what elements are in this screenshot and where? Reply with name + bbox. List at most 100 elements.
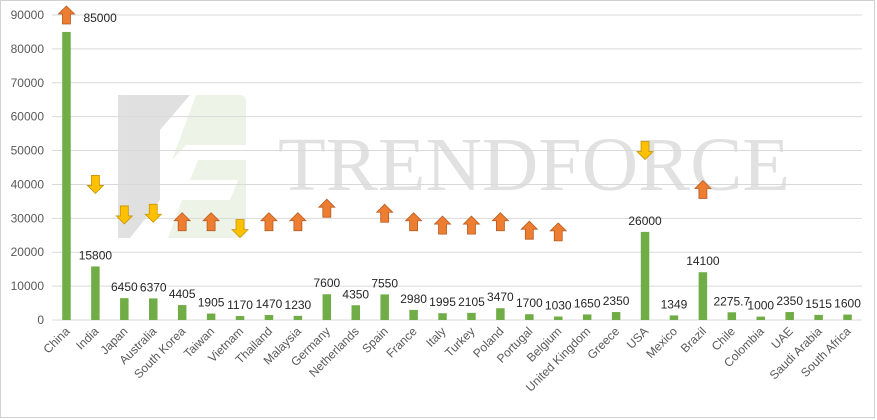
- down-arrow-icon: [86, 175, 105, 195]
- bar: [698, 272, 708, 320]
- up-arrow-icon: [433, 215, 452, 235]
- y-tick-label: 60000: [11, 110, 45, 124]
- bar: [438, 313, 447, 320]
- up-arrow-icon: [288, 212, 307, 232]
- bar: [727, 312, 737, 320]
- bar: [582, 314, 592, 320]
- watermark-text: TRENDFORCE: [278, 123, 790, 207]
- data-label: 4350: [342, 287, 369, 301]
- y-tick-label: 0: [37, 313, 44, 327]
- bar: [293, 315, 303, 320]
- data-label: 1470: [256, 297, 283, 311]
- data-label: 2275.7: [713, 294, 750, 308]
- y-tick-label: 10000: [11, 279, 45, 293]
- up-arrow-icon: [173, 212, 192, 232]
- bar: [264, 315, 274, 320]
- data-label: 1515: [805, 297, 832, 311]
- bar: [120, 298, 129, 320]
- trendforce-logo-leaf-icon: [168, 95, 246, 238]
- x-tick-label: France: [383, 324, 420, 361]
- bar: [62, 31, 71, 320]
- y-tick-label: 90000: [11, 8, 45, 22]
- down-arrow-icon: [636, 141, 655, 161]
- y-tick-label: 50000: [11, 144, 45, 158]
- gridlines: [52, 14, 862, 321]
- bar: [149, 298, 158, 320]
- x-tick-label: Greece: [584, 324, 622, 362]
- data-label: 7550: [371, 276, 398, 290]
- data-label: 6370: [140, 280, 167, 294]
- bar: [496, 308, 505, 320]
- up-arrow-icon: [549, 222, 568, 242]
- data-label: 1905: [198, 296, 225, 310]
- bar: [814, 314, 823, 320]
- x-tick-label: Mexico: [643, 324, 680, 361]
- data-label: 15800: [79, 248, 113, 262]
- data-label: 1650: [574, 296, 601, 310]
- up-arrow-icon: [375, 203, 394, 223]
- y-tick-label: 30000: [11, 211, 45, 225]
- bar: [669, 315, 679, 320]
- data-label: 1230: [285, 298, 312, 312]
- up-arrow-icon: [491, 212, 510, 232]
- data-label: 1030: [545, 299, 572, 313]
- bar: [351, 305, 360, 320]
- data-label: 1349: [661, 297, 688, 311]
- x-tick-label: Turkey: [442, 324, 478, 360]
- data-label: 4405: [169, 287, 196, 301]
- data-label: 2350: [603, 294, 630, 308]
- up-arrow-icon: [202, 212, 221, 232]
- data-label: 3470: [487, 290, 514, 304]
- y-tick-label: 40000: [11, 177, 45, 191]
- trend-arrows: [57, 5, 712, 242]
- up-arrow-icon: [57, 5, 76, 25]
- up-arrow-icon: [259, 212, 278, 232]
- y-tick-label: 70000: [11, 76, 45, 90]
- data-label: 1000: [747, 299, 774, 313]
- bar: [611, 312, 621, 320]
- trendforce-logo-icon: [118, 95, 190, 238]
- bar: [380, 294, 389, 320]
- bar: [525, 314, 534, 320]
- down-arrow-icon: [115, 205, 134, 225]
- down-arrow-icon: [231, 219, 250, 239]
- bar: [843, 314, 852, 320]
- data-label: 26000: [628, 214, 662, 228]
- up-arrow-icon: [520, 220, 539, 240]
- data-label: 2980: [400, 292, 427, 306]
- data-label: 1700: [516, 296, 543, 310]
- bar: [785, 312, 794, 320]
- bar: [322, 294, 332, 320]
- data-label: 1600: [834, 297, 861, 311]
- bar: [409, 309, 418, 320]
- up-arrow-icon: [462, 215, 481, 235]
- bar: [554, 316, 563, 320]
- up-arrow-icon: [693, 179, 712, 199]
- y-tick-label: 80000: [11, 42, 45, 56]
- x-tick-label: China: [41, 324, 73, 356]
- up-arrow-icon: [317, 198, 336, 218]
- x-tick-label: Brazil: [678, 324, 709, 355]
- bar: [756, 316, 765, 320]
- data-label: 1995: [429, 295, 456, 309]
- bar: [206, 313, 216, 320]
- down-arrow-icon: [144, 203, 163, 223]
- bar: [91, 266, 100, 320]
- data-label: 85000: [83, 11, 117, 25]
- data-label: 1170: [227, 298, 253, 312]
- data-label: 6450: [111, 280, 138, 294]
- bar: [177, 305, 187, 320]
- bars: [62, 31, 852, 320]
- bar: [235, 316, 245, 320]
- up-arrow-icon: [404, 212, 423, 232]
- data-label: 2350: [776, 294, 803, 308]
- bar: [467, 312, 476, 320]
- bar: [640, 231, 650, 320]
- data-label: 14100: [686, 254, 720, 268]
- y-axis: 0 10000 20000 30000 40000 50000 60000 70000 8000…: [11, 8, 45, 327]
- y-tick-label: 20000: [11, 245, 45, 259]
- data-label: 2105: [458, 295, 485, 309]
